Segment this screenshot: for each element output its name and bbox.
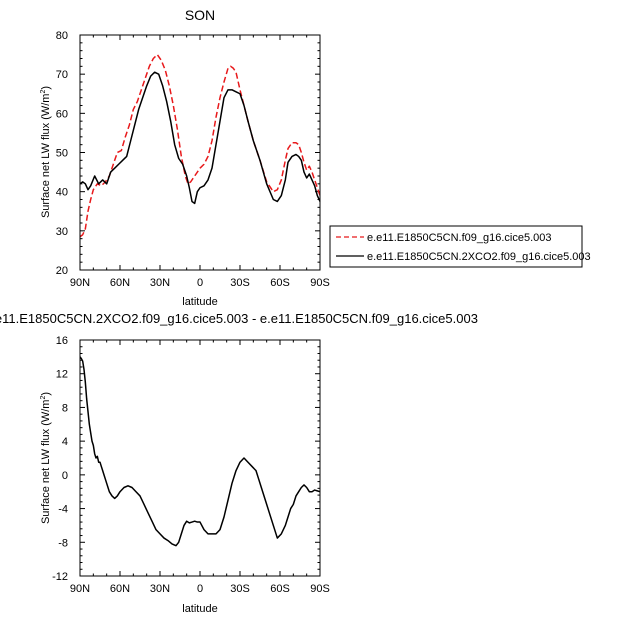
top-chart-ytick-label: 70 (56, 69, 68, 81)
bottom-chart-ytick-label: 16 (56, 335, 68, 347)
bottom-chart-xtick-label: 60N (110, 583, 130, 595)
top-chart-series-line-1 (79, 53, 321, 238)
top-chart-title: SON (185, 7, 215, 23)
legend-label-series-1: e.e11.E1850C5CN.f09_g16.cice5.003 (367, 232, 552, 244)
bottom-chart-ytick-label: -8 (58, 537, 68, 549)
top-chart-xtick-label: 30N (150, 277, 170, 289)
legend: e.e11.E1850C5CN.f09_g16.cice5.003 e.e11.… (329, 225, 591, 268)
top-chart-series (79, 53, 321, 238)
bottom-chart-series (79, 356, 321, 547)
top-chart-ticks (79, 34, 321, 271)
bottom-chart-xtick-label: 30N (150, 583, 170, 595)
top-chart-ylabel: Surface net LW flux (W/m2) (40, 86, 52, 218)
top-chart-ytick-label: 40 (56, 187, 68, 199)
bottom-chart-ytick-label: 12 (56, 369, 68, 381)
top-chart-ytick-label: 50 (56, 148, 68, 160)
bottom-chart-ylabel: Surface net LW flux (W/m2) (40, 392, 52, 524)
bottom-chart: e.e11.E1850C5CN.2XCO2.f09_g16.cice5.003 … (0, 311, 478, 615)
bottom-chart-ytick-label: 8 (62, 402, 68, 414)
bottom-chart-ytick-label: -12 (52, 571, 68, 583)
bottom-chart-ytick-label: 0 (62, 470, 68, 482)
top-chart-xtick-label: 30S (230, 277, 250, 289)
top-chart-ytick-label: 20 (56, 265, 68, 277)
bottom-chart-xtick-label: 30S (230, 583, 250, 595)
top-chart: SON 90N 60N 30N 0 30S 60S 90S 20 30 40 50 60 70 80 la… (40, 7, 591, 308)
top-chart-series-line-2 (79, 71, 321, 205)
bottom-chart-ticks (79, 339, 321, 577)
bottom-chart-xlabel: latitude (182, 603, 217, 615)
bottom-chart-series-line-1 (79, 356, 321, 547)
top-chart-xtick-label: 0 (197, 277, 203, 289)
bottom-chart-xtick-label: 90N (70, 583, 90, 595)
top-chart-xtick-label: 90N (70, 277, 90, 289)
bottom-chart-xtick-label: 60S (270, 583, 290, 595)
top-chart-xtick-label: 60S (270, 277, 290, 289)
bottom-chart-ytick-label: 4 (62, 436, 68, 448)
bottom-chart-xtick-label: 90S (310, 583, 330, 595)
bottom-chart-ytick-label: -4 (58, 504, 68, 516)
top-chart-plot-frame (79, 34, 321, 271)
bottom-chart-tick-labels: 90N 60N 30N 0 30S 60S 90S -12 -8 -4 0 4 8 12 16 (52, 335, 330, 595)
legend-label-series-2: e.e11.E1850C5CN.2XCO2.f09_g16.cice5.003 (367, 251, 591, 263)
bottom-chart-xtick-label: 0 (197, 583, 203, 595)
top-chart-ytick-label: 30 (56, 226, 68, 238)
top-chart-tick-labels: 90N 60N 30N 0 30S 60S 90S 20 30 40 50 60 70 80 (56, 30, 330, 289)
top-chart-xtick-label: 60N (110, 277, 130, 289)
top-chart-xlabel: latitude (182, 296, 217, 308)
bottom-chart-title: e.e11.E1850C5CN.2XCO2.f09_g16.cice5.003 … (0, 311, 478, 326)
legend-box (329, 225, 583, 268)
top-chart-ytick-label: 80 (56, 30, 68, 42)
top-chart-xtick-label: 90S (310, 277, 330, 289)
top-chart-ytick-label: 60 (56, 108, 68, 120)
bottom-chart-plot-frame (79, 339, 321, 577)
